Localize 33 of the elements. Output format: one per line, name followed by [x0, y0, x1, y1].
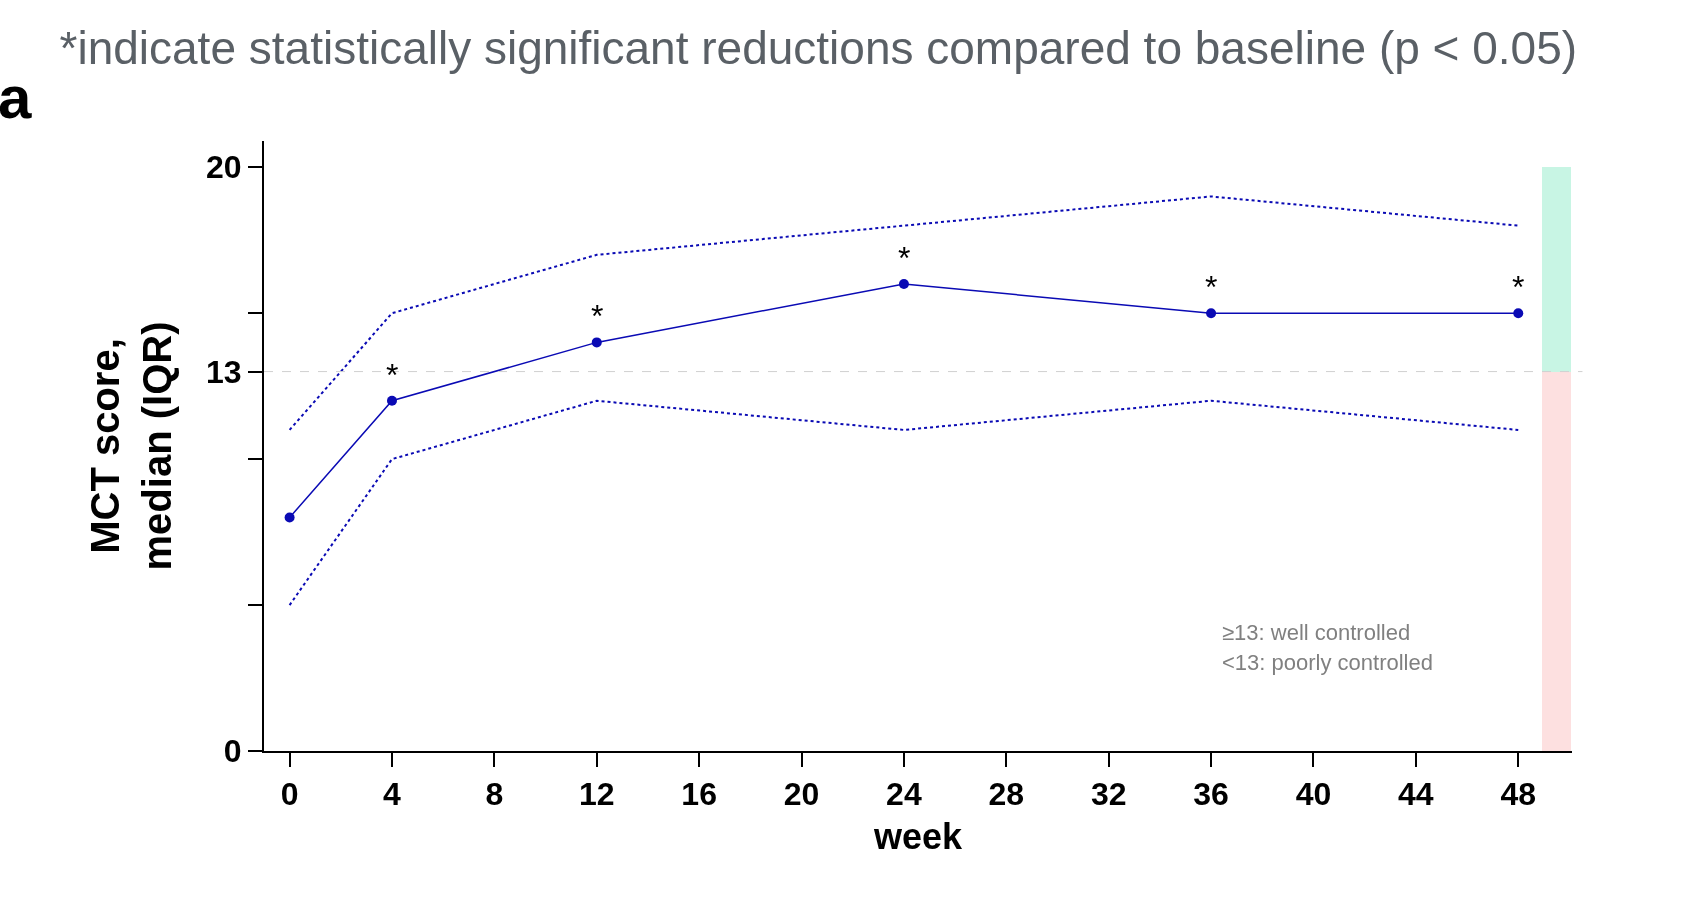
y-axis-title: MCT score, median (IQR)	[83, 321, 180, 571]
x-tick-label: 20	[783, 776, 820, 813]
line-series	[288, 399, 1520, 607]
x-tick-label: 40	[1295, 776, 1332, 813]
x-tick-label: 36	[1193, 776, 1229, 813]
annotation: *	[386, 357, 399, 393]
x-tick-label: 12	[578, 776, 615, 813]
point	[1513, 308, 1524, 319]
x-tick-label: 32	[1090, 776, 1127, 813]
x-tick-label: 16	[681, 776, 717, 813]
point	[284, 512, 295, 523]
x-tick-label: 28	[988, 776, 1025, 813]
point	[591, 337, 602, 348]
x-tick-label: 0	[280, 776, 299, 813]
x-tick-label: 48	[1500, 776, 1537, 813]
annotation: *	[1205, 269, 1218, 305]
x-tick-label: 24	[886, 776, 922, 813]
x-tick-label: 4	[383, 776, 402, 813]
annotation: <13: poorly controlled	[1222, 650, 1433, 675]
y-tick-label: 20	[206, 149, 242, 186]
point	[898, 279, 909, 290]
chart-title: *indicate statistically significant reductions compared to baseline (p < 0.05)	[59, 22, 1578, 75]
x-tick-label: 44	[1398, 776, 1434, 813]
annotation: *	[898, 240, 911, 276]
annotation: *	[591, 298, 604, 334]
y-tick-label: 13	[206, 353, 242, 390]
annotation: *	[1512, 269, 1525, 305]
x-axis-title: week	[872, 815, 964, 857]
y-tick-label: 0	[223, 733, 242, 770]
x-tick-label: 8	[485, 776, 504, 813]
annotation: ≥13: well controlled	[1222, 620, 1411, 645]
point	[386, 395, 397, 406]
point	[1206, 308, 1217, 319]
